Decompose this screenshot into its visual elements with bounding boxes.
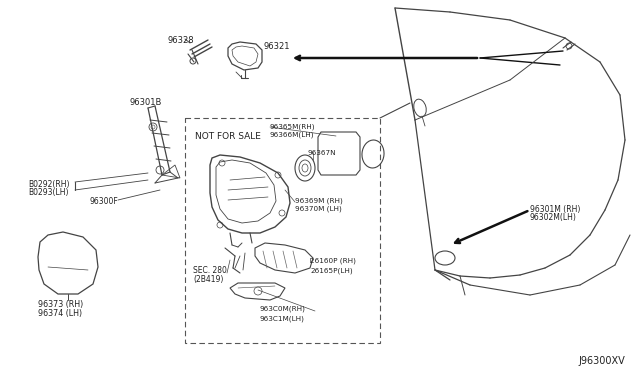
Text: 96300F: 96300F	[90, 197, 119, 206]
Text: 96369M (RH): 96369M (RH)	[295, 198, 343, 205]
Text: 96374 (LH): 96374 (LH)	[38, 309, 82, 318]
Text: 963C1M(LH): 963C1M(LH)	[260, 315, 305, 321]
Text: 96366M(LH): 96366M(LH)	[270, 131, 314, 138]
Text: 96367N: 96367N	[307, 150, 335, 156]
Text: B0292(RH): B0292(RH)	[28, 180, 70, 189]
Text: 96301M (RH): 96301M (RH)	[530, 205, 580, 214]
Text: 96365M(RH): 96365M(RH)	[270, 123, 316, 129]
Text: NOT FOR SALE: NOT FOR SALE	[195, 132, 261, 141]
Bar	[185, 118, 380, 343]
Text: 96373 (RH): 96373 (RH)	[38, 300, 83, 309]
Text: B0293(LH): B0293(LH)	[28, 188, 68, 197]
Text: 26160P (RH): 26160P (RH)	[310, 258, 356, 264]
Text: 96301B: 96301B	[130, 98, 163, 107]
Text: SEC. 280: SEC. 280	[193, 266, 227, 275]
Text: 96328: 96328	[167, 36, 194, 45]
Text: 96321: 96321	[264, 42, 291, 51]
Text: (2B419): (2B419)	[193, 275, 223, 284]
Text: 26165P(LH): 26165P(LH)	[310, 267, 353, 273]
Text: 963C0M(RH): 963C0M(RH)	[260, 306, 306, 312]
Text: 96370M (LH): 96370M (LH)	[295, 206, 342, 212]
Text: 96302M(LH): 96302M(LH)	[530, 213, 577, 222]
Text: J96300XV: J96300XV	[578, 356, 625, 366]
